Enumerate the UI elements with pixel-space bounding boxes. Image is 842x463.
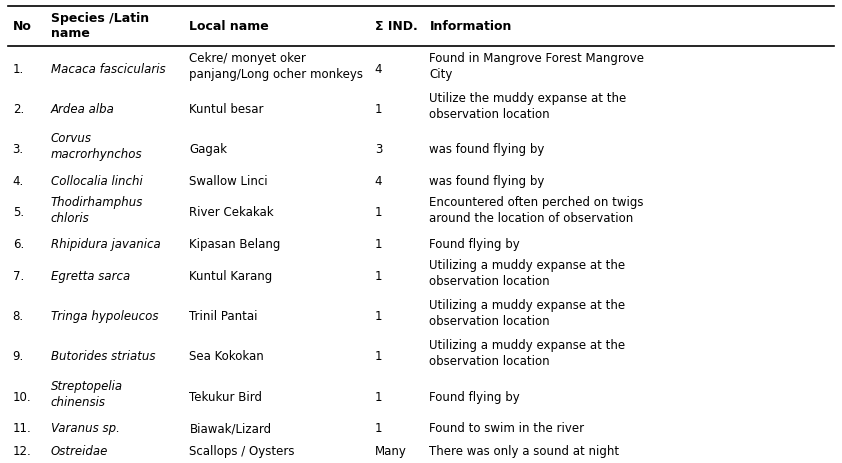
Text: Species /Latin
name: Species /Latin name xyxy=(51,12,149,40)
Text: Ostreidae: Ostreidae xyxy=(51,444,108,457)
Text: Utilizing a muddy expanse at the
observation location: Utilizing a muddy expanse at the observa… xyxy=(429,258,626,287)
Text: Encountered often perched on twigs
around the location of observation: Encountered often perched on twigs aroun… xyxy=(429,195,644,224)
Text: 11.: 11. xyxy=(13,421,31,434)
Text: 1.: 1. xyxy=(13,63,24,75)
Text: There was only a sound at night: There was only a sound at night xyxy=(429,444,620,457)
Text: 2.: 2. xyxy=(13,103,24,116)
Text: 9.: 9. xyxy=(13,350,24,363)
Text: 5.: 5. xyxy=(13,206,24,219)
Text: Corvus
macrorhynchos: Corvus macrorhynchos xyxy=(51,132,142,161)
Text: Swallow Linci: Swallow Linci xyxy=(189,175,268,188)
Text: Scallops / Oysters: Scallops / Oysters xyxy=(189,444,295,457)
Text: 1: 1 xyxy=(375,269,382,282)
Text: Kipasan Belang: Kipasan Belang xyxy=(189,238,281,250)
Text: 4: 4 xyxy=(375,175,382,188)
Text: Σ IND.: Σ IND. xyxy=(375,19,418,32)
Text: Kuntul Karang: Kuntul Karang xyxy=(189,269,273,282)
Text: 3: 3 xyxy=(375,143,382,156)
Text: 1: 1 xyxy=(375,238,382,250)
Text: was found flying by: was found flying by xyxy=(429,143,545,156)
Text: No: No xyxy=(13,19,31,32)
Text: 7.: 7. xyxy=(13,269,24,282)
Text: Trinil Pantai: Trinil Pantai xyxy=(189,309,258,322)
Text: Biawak/Lizard: Biawak/Lizard xyxy=(189,421,272,434)
Text: Egretta sarca: Egretta sarca xyxy=(51,269,130,282)
Text: Many: Many xyxy=(375,444,407,457)
Text: Streptopelia
chinensis: Streptopelia chinensis xyxy=(51,379,123,408)
Text: 12.: 12. xyxy=(13,444,31,457)
Text: Macaca fascicularis: Macaca fascicularis xyxy=(51,63,165,75)
Text: Found flying by: Found flying by xyxy=(429,238,520,250)
Text: Found to swim in the river: Found to swim in the river xyxy=(429,421,584,434)
Text: 4: 4 xyxy=(375,63,382,75)
Text: 1: 1 xyxy=(375,309,382,322)
Text: 1: 1 xyxy=(375,103,382,116)
Text: 1: 1 xyxy=(375,421,382,434)
Text: Gagak: Gagak xyxy=(189,143,227,156)
Text: Tekukur Bird: Tekukur Bird xyxy=(189,390,263,403)
Text: 4.: 4. xyxy=(13,175,24,188)
Text: 3.: 3. xyxy=(13,143,24,156)
Text: was found flying by: was found flying by xyxy=(429,175,545,188)
Text: Information: Information xyxy=(429,19,512,32)
Text: Cekre/ monyet oker
panjang/Long ocher monkeys: Cekre/ monyet oker panjang/Long ocher mo… xyxy=(189,51,364,81)
Text: 6.: 6. xyxy=(13,238,24,250)
Text: Utilizing a muddy expanse at the
observation location: Utilizing a muddy expanse at the observa… xyxy=(429,298,626,327)
Text: River Cekakak: River Cekakak xyxy=(189,206,274,219)
Text: Collocalia linchi: Collocalia linchi xyxy=(51,175,142,188)
Text: Found flying by: Found flying by xyxy=(429,390,520,403)
Text: 10.: 10. xyxy=(13,390,31,403)
Text: Ardea alba: Ardea alba xyxy=(51,103,115,116)
Text: Utilizing a muddy expanse at the
observation location: Utilizing a muddy expanse at the observa… xyxy=(429,339,626,368)
Text: 1: 1 xyxy=(375,206,382,219)
Text: Found in Mangrove Forest Mangrove
City: Found in Mangrove Forest Mangrove City xyxy=(429,51,644,81)
Text: Utilize the muddy expanse at the
observation location: Utilize the muddy expanse at the observa… xyxy=(429,92,626,121)
Text: 1: 1 xyxy=(375,390,382,403)
Text: Varanus sp.: Varanus sp. xyxy=(51,421,120,434)
Text: 1: 1 xyxy=(375,350,382,363)
Text: Thodirhamphus
chloris: Thodirhamphus chloris xyxy=(51,195,143,224)
Text: Sea Kokokan: Sea Kokokan xyxy=(189,350,264,363)
Text: Kuntul besar: Kuntul besar xyxy=(189,103,264,116)
Text: Local name: Local name xyxy=(189,19,269,32)
Text: Butorides striatus: Butorides striatus xyxy=(51,350,155,363)
Text: 8.: 8. xyxy=(13,309,24,322)
Text: Rhipidura javanica: Rhipidura javanica xyxy=(51,238,160,250)
Text: Tringa hypoleucos: Tringa hypoleucos xyxy=(51,309,158,322)
